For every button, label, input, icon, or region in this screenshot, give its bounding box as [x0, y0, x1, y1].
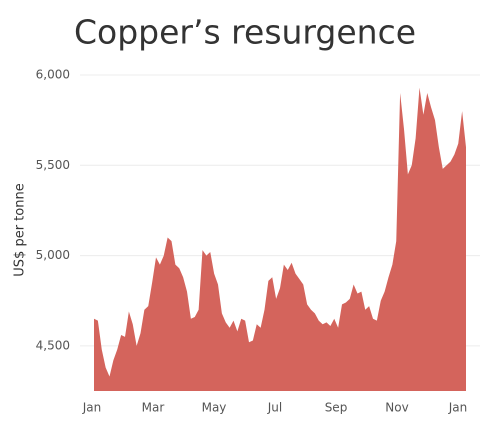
x-tick-label: Jul — [267, 401, 282, 415]
y-tick-label: 5,500 — [36, 158, 70, 172]
x-tick-label: Nov — [385, 401, 408, 415]
y-tick-label: 5,000 — [36, 248, 70, 262]
x-tick-label: Jan — [448, 401, 468, 415]
x-tick-label: Mar — [142, 401, 165, 415]
y-axis-label: US$ per tonne — [13, 183, 28, 276]
x-tick-label: Sep — [325, 401, 348, 415]
y-tick-label: 6,000 — [36, 68, 70, 82]
x-tick-label: Jan — [82, 401, 102, 415]
area — [94, 87, 466, 391]
y-tick-label: 4,500 — [36, 338, 70, 352]
chart-title: Copper’s resurgence — [74, 13, 416, 52]
x-tick-label: May — [202, 401, 227, 415]
